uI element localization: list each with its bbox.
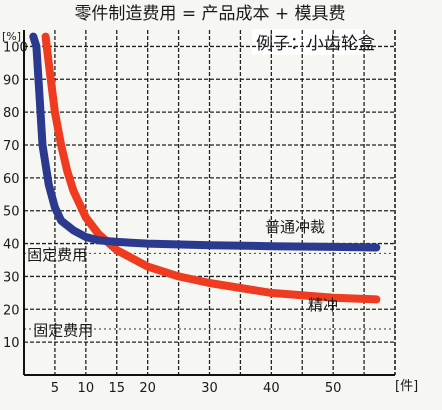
- x-tick-label: 30: [201, 381, 218, 396]
- y-tick-label: 20: [3, 303, 20, 318]
- y-tick-label: 10: [3, 336, 20, 351]
- series-line: [41, 32, 381, 304]
- x-tick-label: 5: [51, 381, 59, 396]
- y-tick-label: 90: [3, 73, 20, 88]
- x-tick-label: 20: [139, 381, 156, 396]
- x-tick-label: 50: [325, 381, 342, 396]
- y-unit-label: [%]: [2, 30, 21, 43]
- fixed-cost-label: 固定费用: [27, 246, 87, 264]
- x-tick-label: 15: [108, 381, 125, 396]
- series-label: 精冲: [308, 296, 338, 314]
- series-label: 普通冲裁: [265, 218, 325, 236]
- y-tick-label: 80: [3, 106, 20, 121]
- x-tick-label: 10: [78, 381, 95, 396]
- x-tick-label: 40: [263, 381, 280, 396]
- y-tick-label: 30: [3, 270, 20, 285]
- axes: [23, 30, 396, 376]
- y-tick-label: 50: [3, 205, 20, 220]
- series-line: [29, 32, 381, 252]
- fixed-cost-label: 固定费用: [33, 322, 93, 340]
- y-tick-label: 100: [3, 40, 28, 55]
- series-lines: [29, 32, 381, 304]
- chart-subtitle: 例子：小齿轮盒: [256, 34, 375, 54]
- chart-title: 零件制造费用 = 产品成本 + 模具费: [74, 4, 345, 24]
- y-tick-label: 60: [3, 172, 20, 187]
- y-tick-label: 40: [3, 238, 20, 253]
- y-tick-label: 70: [3, 139, 20, 154]
- x-unit-label: [件]: [395, 379, 418, 394]
